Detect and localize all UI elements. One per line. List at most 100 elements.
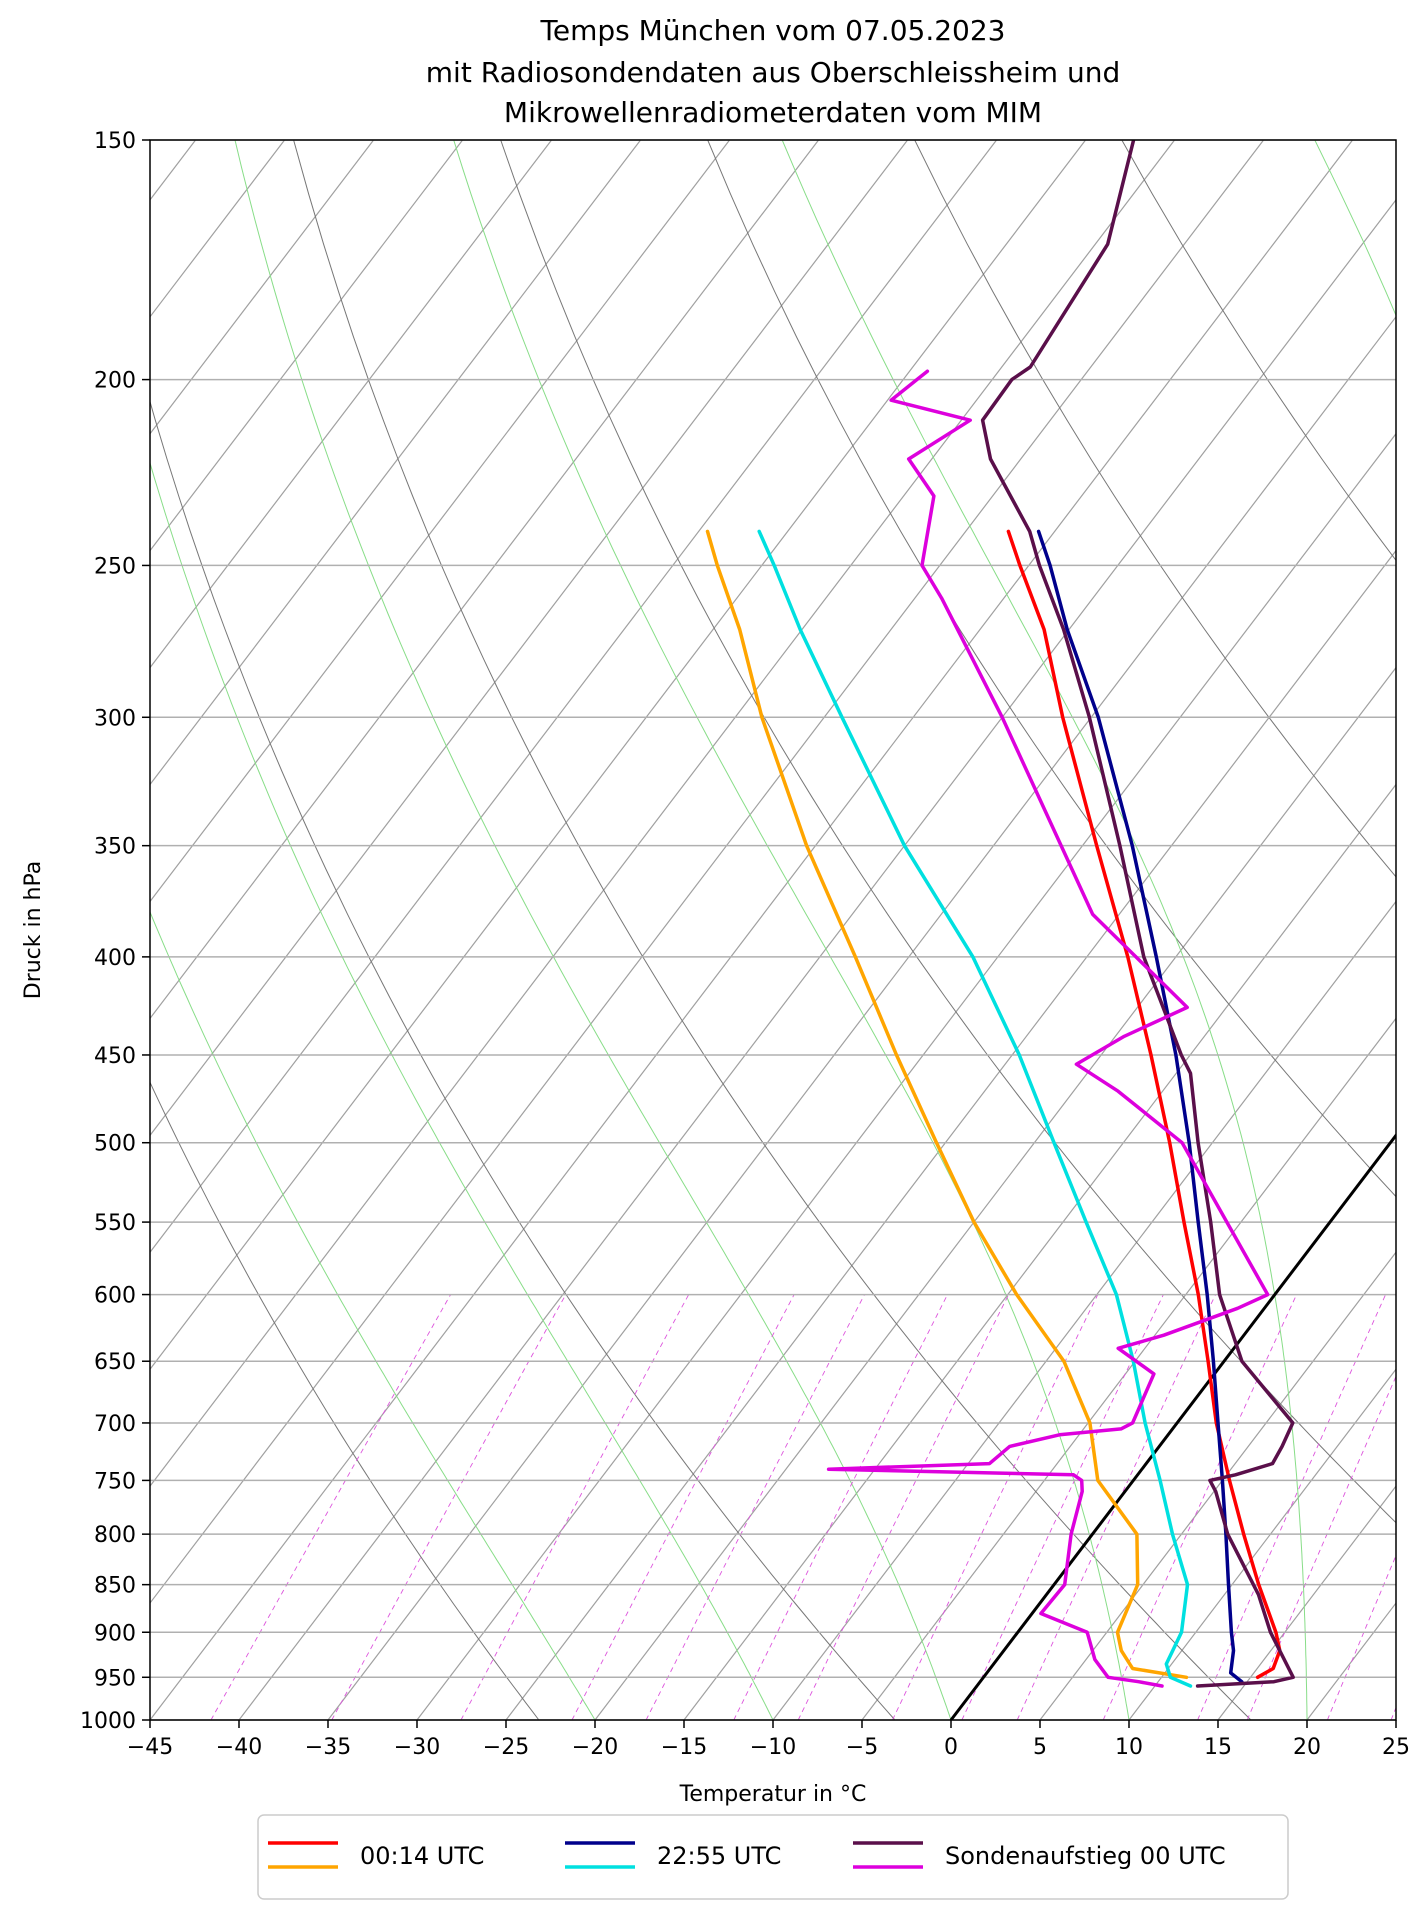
zero-degree-isotherm bbox=[949, 1132, 1396, 1720]
isotherm-line bbox=[861, 1017, 1396, 1720]
y-tick-label: 400 bbox=[94, 946, 136, 971]
x-tick-label: 20 bbox=[1293, 1735, 1321, 1760]
legend-label: 22:55 UTC bbox=[657, 1842, 781, 1870]
isotherm-line bbox=[150, 140, 820, 1020]
y-tick-label: 850 bbox=[94, 1574, 136, 1599]
x-tick-label: 25 bbox=[1382, 1735, 1410, 1760]
y-tick-label: 600 bbox=[94, 1284, 136, 1309]
series-line-1 bbox=[1006, 529, 1282, 1680]
y-tick-label: 300 bbox=[94, 706, 136, 731]
y-tick-label: 350 bbox=[94, 835, 136, 860]
y-tick-label: 700 bbox=[94, 1412, 136, 1437]
isotherm-line bbox=[150, 140, 1087, 1371]
isotherm-line bbox=[150, 140, 1265, 1605]
legend: 00:14 UTC 22:55 UTC Sondenaufstieg 00 UTC bbox=[257, 1814, 1289, 1900]
background-lines bbox=[0, 140, 1396, 1720]
y-tick-label: 950 bbox=[94, 1666, 136, 1691]
x-tick-label: 15 bbox=[1204, 1735, 1232, 1760]
legend-label: 00:14 UTC bbox=[360, 1842, 484, 1870]
y-tick-label: 250 bbox=[94, 554, 136, 579]
moist-adiabat-line bbox=[781, 140, 1308, 1720]
isotherm-line bbox=[0, 140, 18, 1720]
isotherm-line bbox=[150, 140, 642, 786]
dry-adiabat-line bbox=[150, 399, 896, 1720]
y-tick-label: 200 bbox=[94, 369, 136, 394]
y-tick-label: 450 bbox=[94, 1044, 136, 1069]
isotherm-line bbox=[150, 140, 909, 1137]
moist-adiabat-line bbox=[1314, 140, 1396, 317]
y-tick-label: 1000 bbox=[80, 1709, 136, 1734]
isotherm-line bbox=[150, 140, 998, 1254]
mixing-ratio-line bbox=[571, 1294, 795, 1720]
series-line-6 bbox=[826, 369, 1270, 1688]
y-tick-label: 900 bbox=[94, 1621, 136, 1646]
x-tick-label: −40 bbox=[216, 1735, 262, 1760]
series-line-4 bbox=[757, 529, 1193, 1688]
y-tick-label: 550 bbox=[94, 1211, 136, 1236]
y-axis-ticks: 150 200 250 300 350 400 450 500 550 600 650 700 750 8… bbox=[80, 129, 150, 1734]
x-tick-label: −30 bbox=[394, 1735, 440, 1760]
isotherm-line bbox=[150, 140, 464, 552]
x-tick-label: −10 bbox=[750, 1735, 796, 1760]
y-tick-label: 500 bbox=[94, 1132, 136, 1157]
mixing-ratio-line bbox=[1246, 1375, 1396, 1720]
isotherm-line bbox=[683, 783, 1396, 1720]
title-line-3: Mikrowellenradiometerdaten vom MIM bbox=[504, 96, 1042, 129]
x-tick-label: −20 bbox=[572, 1735, 618, 1760]
x-tick-label: 5 bbox=[1033, 1735, 1047, 1760]
isotherm-line bbox=[1306, 1602, 1396, 1720]
x-tick-label: −45 bbox=[127, 1735, 173, 1760]
dry-adiabat-line bbox=[707, 140, 1396, 1198]
isotherm-line bbox=[950, 1134, 1396, 1720]
mixing-ratio-line bbox=[1326, 1554, 1396, 1720]
data-series bbox=[705, 140, 1295, 1688]
isotherm-line bbox=[150, 140, 731, 903]
mixing-ratio-line bbox=[1016, 1294, 1217, 1720]
x-axis-ticks: −45 −40 −35 −30 −25 −20 −15 −10 −5 0 5 10 15 20 25 bbox=[127, 1720, 1410, 1760]
y-axis-label: Druck in hPa bbox=[21, 861, 46, 1000]
moist-adiabat-line bbox=[150, 461, 774, 1720]
isotherm-line bbox=[150, 140, 1354, 1720]
mixing-ratio-line bbox=[961, 1294, 1164, 1720]
isotherm-line bbox=[1395, 1719, 1396, 1720]
isotherm-line bbox=[416, 432, 1396, 1720]
pressure-gridlines bbox=[150, 139, 1396, 1721]
dry-adiabat-line bbox=[1121, 140, 1396, 562]
title-line-1: Temps München vom 07.05.2023 bbox=[540, 14, 1006, 47]
mixing-ratio-line bbox=[331, 1294, 567, 1720]
mixing-ratio-line bbox=[645, 1294, 865, 1720]
mixing-ratio-line bbox=[797, 1294, 1010, 1720]
dry-adiabat-line bbox=[293, 140, 1252, 1720]
moist-adiabat-line bbox=[453, 140, 1130, 1720]
isotherm-line bbox=[150, 140, 1176, 1488]
moist-adiabat-line bbox=[150, 910, 596, 1720]
isotherm-line bbox=[1039, 1251, 1396, 1720]
x-tick-label: −35 bbox=[305, 1735, 351, 1760]
y-tick-label: 750 bbox=[94, 1469, 136, 1494]
isotherm-line bbox=[150, 140, 553, 669]
moist-adiabat-line bbox=[234, 140, 952, 1720]
isotherm-line bbox=[238, 198, 1396, 1720]
isotherm-line bbox=[327, 315, 1396, 1720]
isotherm-line bbox=[150, 140, 375, 435]
title-line-2: mit Radiosondendaten aus Oberschleisshei… bbox=[426, 56, 1120, 89]
series-line-3 bbox=[1036, 529, 1244, 1684]
mixing-ratio-line bbox=[460, 1294, 690, 1720]
legend-label: Sondenaufstieg 00 UTC bbox=[945, 1842, 1226, 1870]
reference-lines bbox=[949, 1132, 1396, 1720]
y-tick-label: 800 bbox=[94, 1523, 136, 1548]
plot-frame bbox=[149, 139, 1397, 1721]
dry-adiabat-line bbox=[500, 140, 1396, 1524]
x-tick-label: −5 bbox=[846, 1735, 878, 1760]
isotherm-line bbox=[594, 666, 1396, 1720]
mixing-ratio-line bbox=[892, 1294, 1099, 1720]
isotherm-line bbox=[772, 900, 1396, 1720]
x-tick-label: 0 bbox=[944, 1735, 958, 1760]
x-axis-label: Temperatur in °C bbox=[679, 1782, 867, 1807]
series-line-2 bbox=[705, 529, 1189, 1680]
chart-title: Temps München vom 07.05.2023 mit Radioso… bbox=[426, 14, 1120, 129]
x-tick-label: 10 bbox=[1115, 1735, 1143, 1760]
isotherm-line bbox=[1128, 1368, 1396, 1720]
mixing-ratio-line bbox=[733, 1294, 948, 1720]
mixing-ratio-line bbox=[1102, 1294, 1298, 1720]
